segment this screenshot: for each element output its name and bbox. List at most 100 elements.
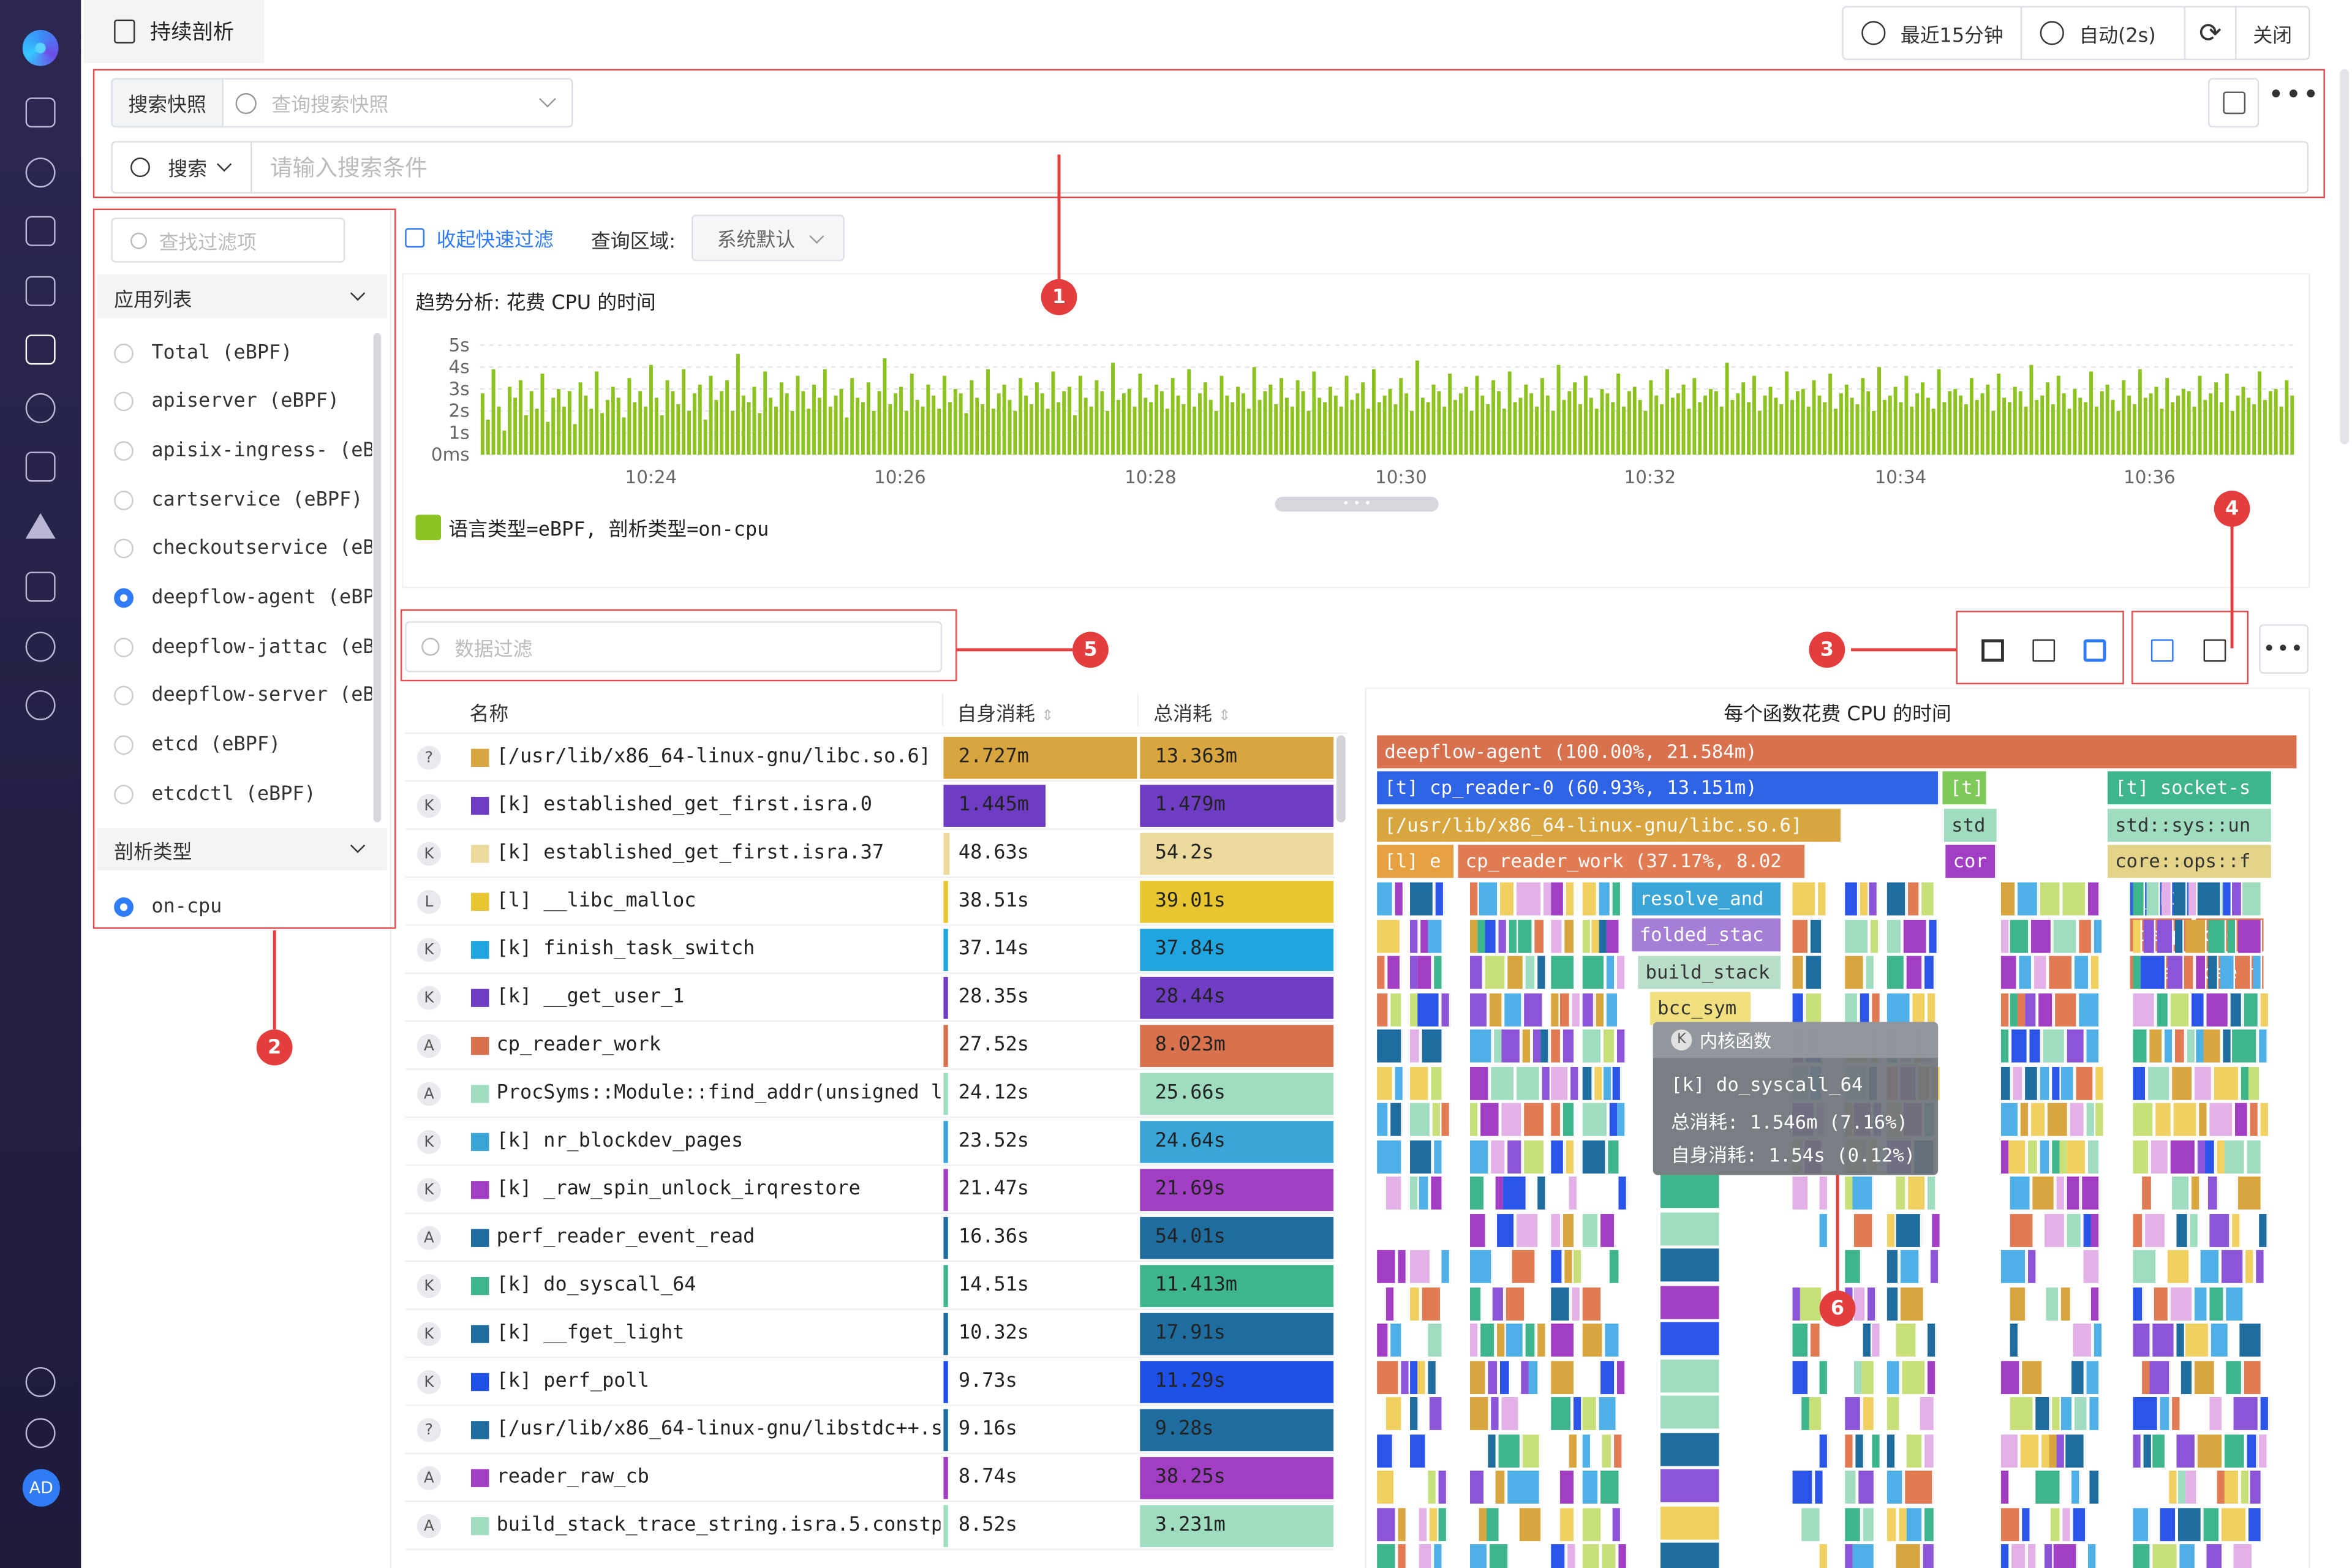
app-item[interactable]: Total (eBPF) [114, 337, 372, 368]
flame-frame[interactable] [2044, 1213, 2066, 1246]
flame-frame[interactable] [1488, 1360, 1499, 1393]
chart-bar[interactable] [1839, 393, 1843, 455]
chart-bar[interactable] [1246, 409, 1251, 455]
flame-frame[interactable] [1903, 919, 1928, 952]
chart-bar[interactable] [1910, 406, 1914, 455]
chart-bar[interactable] [861, 402, 865, 455]
flame-frame[interactable] [2237, 1176, 2263, 1210]
chart-bar[interactable] [1084, 398, 1088, 455]
flame-frame[interactable] [1574, 1250, 1583, 1283]
flame-frame[interactable] [1852, 1544, 1875, 1568]
flame-frame[interactable] [1819, 1433, 1829, 1467]
chart-bar[interactable] [1116, 399, 1120, 455]
flame-frame[interactable]: [t] socket-s [2107, 771, 2273, 805]
chart-bar[interactable] [1464, 386, 1468, 455]
app-item[interactable]: cartservice (eBPF) [114, 485, 372, 515]
flame-frame[interactable] [1887, 1360, 1901, 1393]
chart-bar[interactable] [546, 421, 550, 455]
flame-frame[interactable]: cor [1945, 845, 1997, 878]
flame-frame[interactable] [2040, 1139, 2051, 1173]
chart-bar[interactable] [894, 393, 898, 455]
flame-frame[interactable] [1924, 956, 1936, 989]
flame-frame[interactable] [1800, 1286, 1823, 1320]
flame-frame[interactable] [1429, 1507, 1439, 1540]
flame-frame[interactable] [1428, 919, 1443, 952]
chart-bar[interactable] [1062, 391, 1066, 455]
flame-frame[interactable] [1887, 956, 1905, 989]
flame-frame[interactable] [1551, 1213, 1562, 1246]
flame-frame[interactable] [1792, 992, 1805, 1026]
flame-frame[interactable] [1410, 1286, 1421, 1320]
flame-frame[interactable] [1497, 1213, 1515, 1246]
chart-bar[interactable] [953, 389, 957, 455]
flame-frame[interactable]: [t] [1942, 771, 1988, 805]
flame-frame[interactable] [2232, 882, 2243, 916]
chart-bar[interactable] [589, 409, 594, 455]
chart-bar[interactable] [616, 398, 620, 455]
flame-frame[interactable] [2047, 1102, 2069, 1136]
flame-frame[interactable] [2090, 956, 2100, 989]
chart-bar[interactable] [1545, 395, 1550, 455]
chart-bar[interactable] [1280, 378, 1284, 455]
flame-frame[interactable] [2185, 956, 2195, 989]
chart-bar[interactable] [926, 384, 930, 455]
flame-frame[interactable] [2019, 956, 2033, 989]
flame-frame[interactable] [1660, 1506, 1721, 1539]
flame-frame[interactable] [1845, 1471, 1857, 1504]
profile-type-oncpu[interactable]: on-cpu [114, 891, 372, 921]
flame-frame[interactable] [2095, 1066, 2105, 1099]
flame-frame[interactable] [2200, 1250, 2220, 1283]
table-row[interactable]: K [k] do_syscall_64 14.51s 11.413m [405, 1262, 1335, 1310]
chart-bar[interactable] [1969, 378, 1973, 455]
chart-bar[interactable] [1959, 395, 1963, 455]
chart-bar[interactable] [747, 402, 751, 455]
flame-frame[interactable] [1602, 1544, 1618, 1568]
flame-frame[interactable] [1519, 1507, 1542, 1540]
flame-frame[interactable] [2223, 1029, 2233, 1063]
flame-frame[interactable] [1594, 1066, 1604, 1099]
chart-bar[interactable] [1605, 393, 1610, 455]
radio[interactable] [114, 441, 134, 461]
flame-frame[interactable] [2185, 919, 2207, 952]
flame-frame[interactable] [2043, 1029, 2066, 1063]
chart-bar[interactable] [1616, 374, 1621, 455]
chart-bar[interactable] [600, 413, 605, 455]
flame-frame[interactable] [2067, 1176, 2081, 1210]
flame-frame[interactable] [1387, 956, 1401, 989]
flame-frame[interactable] [2227, 919, 2237, 952]
flame-frame[interactable] [1792, 1360, 1809, 1393]
chart-bar[interactable] [1850, 398, 1854, 455]
flame-frame[interactable] [2170, 1139, 2196, 1173]
flame-frame[interactable] [2133, 1544, 2151, 1568]
logo-icon[interactable] [22, 30, 59, 66]
chart-bar[interactable] [1893, 386, 1898, 455]
chart-bar[interactable] [1882, 399, 1887, 455]
chart-bar[interactable] [1078, 375, 1082, 455]
radio[interactable] [114, 342, 134, 363]
chart-bar[interactable] [1328, 386, 1332, 455]
flame-frame[interactable] [1486, 1507, 1500, 1540]
flame-frame[interactable] [1522, 1433, 1541, 1467]
flame-frame[interactable] [2133, 1507, 2150, 1540]
chart-bar[interactable] [1301, 391, 1305, 455]
chart-bar[interactable] [567, 391, 571, 455]
chart-bar[interactable] [1089, 406, 1093, 455]
flame-frame[interactable] [2000, 956, 2018, 989]
flame-frame[interactable] [1525, 956, 1536, 989]
snapshot-select[interactable]: 查询搜索快照 [222, 78, 573, 128]
chart-bar[interactable] [2089, 371, 2093, 455]
radio[interactable] [114, 735, 134, 755]
radio[interactable] [114, 686, 134, 706]
flame-frame[interactable] [2173, 1102, 2198, 1136]
flame-frame[interactable] [1470, 882, 1479, 916]
flame-frame[interactable] [1887, 919, 1902, 952]
chart-bar[interactable] [1317, 398, 1322, 455]
chart-bar[interactable] [2051, 404, 2055, 455]
chart-bar[interactable] [1051, 371, 1055, 455]
chart-bar[interactable] [2029, 364, 2034, 455]
flame-frame[interactable] [2209, 1286, 2225, 1320]
flame-frame[interactable] [2028, 1139, 2039, 1173]
chart-bar[interactable] [2046, 382, 2050, 455]
chart-bar[interactable] [703, 420, 707, 455]
